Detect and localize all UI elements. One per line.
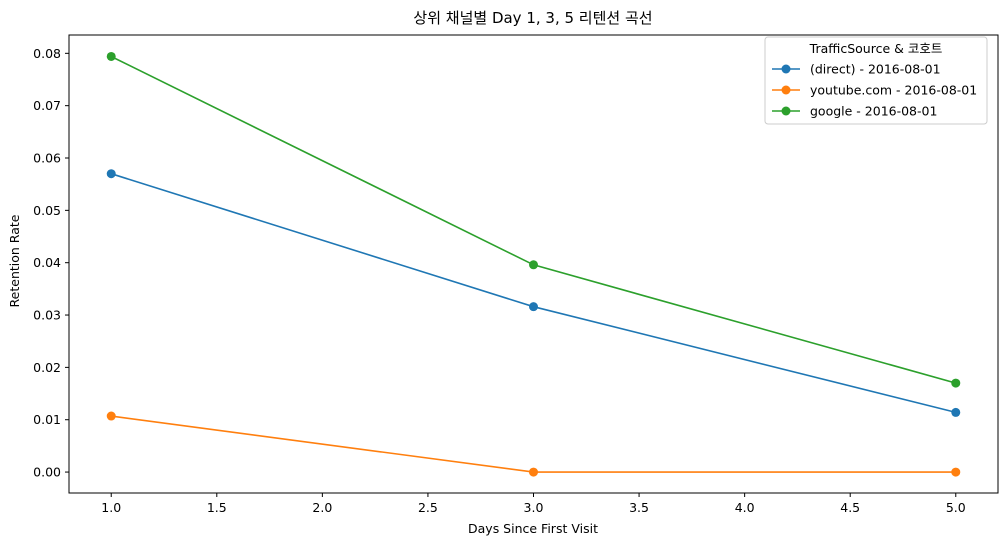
- data-point: [951, 407, 961, 417]
- x-tick-label: 1.5: [207, 500, 227, 515]
- legend-marker: [781, 106, 791, 116]
- x-axis-label: Days Since First Visit: [468, 521, 598, 536]
- y-axis: 0.00 0.01 0.02 0.03 0.04 0.05 0.06 0.07 0.08: [33, 46, 69, 480]
- data-point: [106, 411, 116, 421]
- data-point: [951, 467, 961, 477]
- x-tick-label: 3.0: [524, 500, 544, 515]
- data-point: [529, 302, 538, 312]
- legend-label: (direct) - 2016-08-01: [810, 62, 941, 77]
- series-direct-2016-08-01: [106, 169, 961, 417]
- legend: TrafficSource & 코호트 (direct) - 2016-08-0…: [764, 36, 988, 125]
- y-tick-label: 0.01: [33, 412, 61, 427]
- y-tick-label: 0.02: [33, 360, 61, 375]
- legend-title: TrafficSource & 코호트: [809, 41, 943, 56]
- series-line: [111, 415, 956, 473]
- x-tick-label: 4.5: [840, 500, 860, 515]
- series-layer: [106, 51, 961, 477]
- x-tick-label: 3.5: [629, 500, 649, 515]
- data-point: [529, 260, 538, 270]
- legend-box: [764, 36, 988, 125]
- legend-entry: (direct) - 2016-08-01: [772, 62, 941, 77]
- x-tick-label: 2.5: [418, 500, 438, 515]
- y-tick-label: 0.08: [33, 46, 61, 61]
- series-google-2016-08-01: [106, 51, 961, 388]
- data-point: [951, 378, 961, 388]
- x-axis: 1.0 1.5 2.0 2.5 3.0 3.5 4.0 4.5 5.0: [101, 493, 966, 515]
- chart-title: 상위 채널별 Day 1, 3, 5 리텐션 곡선: [413, 9, 652, 27]
- y-tick-label: 0.04: [33, 255, 61, 270]
- series-youtube-com-2016-08-01: [106, 411, 961, 477]
- x-tick-label: 2.0: [312, 500, 332, 515]
- x-tick-label: 1.0: [101, 500, 121, 515]
- legend-marker: [781, 64, 791, 74]
- y-tick-label: 0.03: [33, 308, 61, 323]
- legend-entry: youtube.com - 2016-08-01: [772, 83, 977, 98]
- x-tick-label: 4.0: [735, 500, 755, 515]
- x-tick-label: 5.0: [946, 500, 966, 515]
- data-point: [529, 467, 538, 477]
- y-tick-label: 0.05: [33, 203, 61, 218]
- y-axis-label: Retention Rate: [7, 214, 22, 307]
- data-point: [106, 51, 116, 61]
- y-tick-label: 0.00: [33, 465, 61, 480]
- legend-marker: [781, 85, 791, 95]
- y-tick-label: 0.07: [33, 98, 61, 113]
- series-line: [110, 172, 956, 414]
- legend-label: youtube.com - 2016-08-01: [810, 83, 977, 98]
- data-point: [106, 169, 116, 179]
- legend-label: google - 2016-08-01: [810, 104, 937, 119]
- y-tick-label: 0.06: [33, 151, 61, 166]
- legend-entry: google - 2016-08-01: [772, 104, 937, 119]
